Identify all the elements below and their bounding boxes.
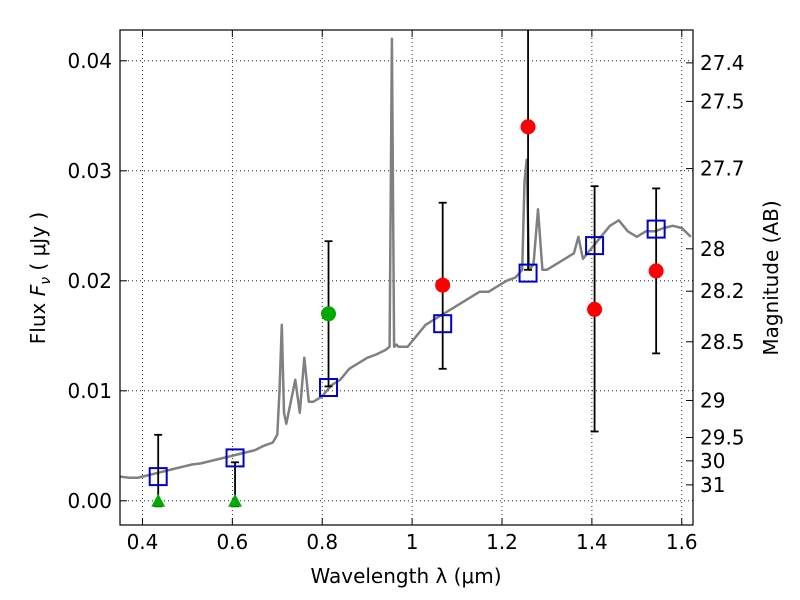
y-tick-label: 0.02 xyxy=(67,269,112,293)
y-axis-title-subscript: ν xyxy=(38,277,54,285)
y-tick-label: 0.00 xyxy=(67,489,112,513)
y-axis-title-unit: ( μJy ) xyxy=(26,212,50,277)
y-axis-title-symbol: F xyxy=(26,284,50,296)
plot-frame xyxy=(119,29,694,526)
x-tick-label: 0.6 xyxy=(216,530,248,554)
axis-labels: 0.4 0.6 0.8 1 1.2 1.4 1.6 0.00 0.01 0.02 0.03 0.04 2… xyxy=(67,49,744,554)
upper-limit-marker xyxy=(228,493,243,507)
y-tick-label: 0.04 xyxy=(67,49,112,73)
magnitude-tick-label: 27.4 xyxy=(700,51,745,75)
spectrum-line xyxy=(120,37,692,479)
detection-marker xyxy=(648,263,664,279)
magnitude-tick-label: 27.7 xyxy=(700,157,745,181)
model-photometry-square xyxy=(585,236,605,256)
detection-marker xyxy=(435,277,451,293)
detection-marker xyxy=(587,301,603,317)
upper-limit-marker xyxy=(151,493,166,507)
model-photometry-square xyxy=(433,314,453,334)
plot-area xyxy=(120,30,692,508)
y-tick-label: 0.01 xyxy=(67,379,112,403)
y-axis-title: Flux Fν ( μJy ) xyxy=(26,212,54,344)
magnitude-tick-label: 28 xyxy=(700,237,725,261)
model-photometry-square xyxy=(148,467,168,487)
model-photometry-square xyxy=(225,448,245,468)
model-photometry-square xyxy=(646,219,666,239)
y-axis-title-prefix: Flux xyxy=(26,296,50,344)
x-tick-label: 1.2 xyxy=(486,530,518,554)
detection-marker xyxy=(520,119,536,135)
grid xyxy=(120,30,693,525)
x-tick-label: 1.6 xyxy=(666,530,698,554)
model-photometry-square xyxy=(319,378,339,397)
marginal-detection-marker xyxy=(321,306,337,322)
magnitude-tick-label: 30 xyxy=(700,449,725,473)
x-axis-title: Wavelength λ (μm) xyxy=(310,564,501,588)
magnitude-tick-label: 31 xyxy=(700,473,725,497)
x-tick-label: 1 xyxy=(406,530,419,554)
magnitude-tick-label: 28.2 xyxy=(700,279,745,303)
x-tick-label: 1.4 xyxy=(576,530,608,554)
x-tick-label: 0.4 xyxy=(127,530,159,554)
model-photometry-square xyxy=(518,263,538,283)
magnitude-tick-label: 29.5 xyxy=(700,425,745,449)
y-tick-label: 0.03 xyxy=(67,159,112,183)
x-tick-label: 0.8 xyxy=(306,530,338,554)
axis-ticks xyxy=(120,30,693,525)
magnitude-tick-label: 28.5 xyxy=(700,330,745,354)
y2-axis-title: Magnitude (AB) xyxy=(759,200,783,355)
magnitude-tick-label: 27.5 xyxy=(700,89,745,113)
magnitude-tick-label: 29 xyxy=(700,388,725,412)
